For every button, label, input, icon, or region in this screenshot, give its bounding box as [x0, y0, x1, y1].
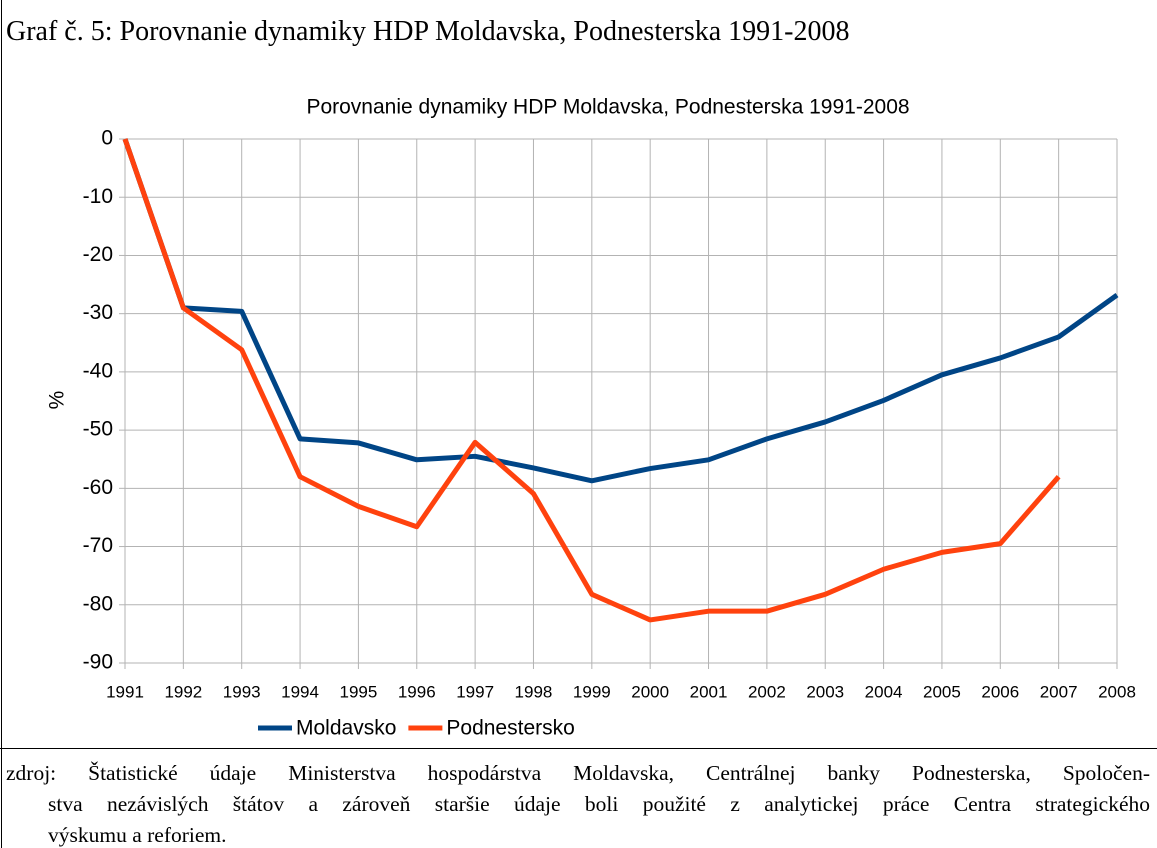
- y-tick-label: -50: [83, 418, 113, 441]
- y-tick-label: -60: [83, 476, 113, 499]
- x-tick-label: 2008: [1098, 682, 1136, 701]
- source-line: výskumu a reforiem.: [48, 823, 227, 847]
- x-tick-label: 2003: [806, 682, 844, 701]
- y-tick-label: -20: [83, 243, 113, 266]
- x-tick-label: 2000: [631, 682, 669, 701]
- caption: Graf č. 5: Porovnanie dynamiky HDP Molda…: [6, 16, 850, 47]
- x-tick-label: 1998: [515, 682, 553, 701]
- source-note: zdroj: Štatistické údaje Ministerstva ho…: [6, 758, 1150, 848]
- data-line: [122, 138, 1061, 623]
- x-tick-label: 2001: [690, 682, 728, 701]
- x-tick-label: 1994: [281, 682, 319, 701]
- chart-title: Porovnanie dynamiky HDP Moldavska, Podne…: [306, 96, 909, 119]
- x-tick-label: 1997: [456, 682, 494, 701]
- y-tick-label: -30: [83, 301, 113, 324]
- x-tick-label: 2006: [981, 682, 1019, 701]
- y-tick-label: -40: [83, 359, 113, 382]
- legend-label: Moldavsko: [296, 717, 396, 740]
- y-axis-label: %: [46, 391, 69, 410]
- x-tick-label: 2005: [923, 682, 961, 701]
- x-tick-label: 1992: [164, 682, 202, 701]
- x-tick-label: 1991: [106, 682, 144, 701]
- x-tick-label: 1999: [573, 682, 611, 701]
- y-tick-label: -90: [83, 651, 113, 674]
- x-tick-label: 1993: [223, 682, 261, 701]
- y-tick-label: -70: [83, 534, 113, 557]
- source-line: stva nezávislých štátov a zároveň starši…: [48, 792, 1150, 816]
- y-tick-label: 0: [101, 127, 113, 150]
- data-line: [122, 138, 1119, 484]
- source-line: zdroj: Štatistické údaje Ministerstva ho…: [6, 761, 1150, 785]
- x-tick-label: 1996: [398, 682, 436, 701]
- x-tick-label: 2004: [865, 682, 903, 701]
- legend-label: Podnestersko: [446, 717, 574, 740]
- x-tick-label: 2007: [1040, 682, 1078, 701]
- x-tick-label: 1995: [339, 682, 377, 701]
- x-tick-label: 2002: [748, 682, 786, 701]
- y-tick-label: -10: [83, 185, 113, 208]
- y-tick-label: -80: [83, 592, 113, 615]
